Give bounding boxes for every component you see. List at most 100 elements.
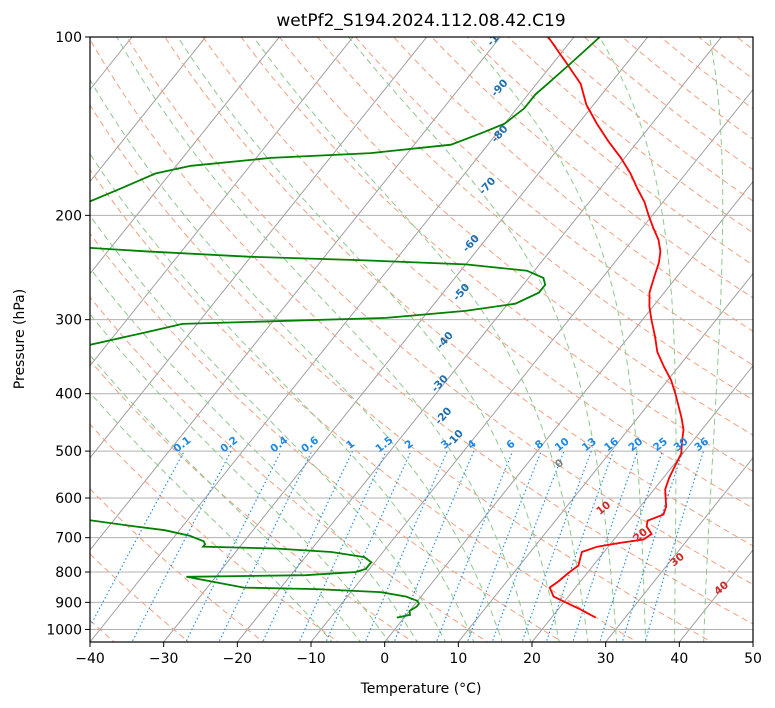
isotherm-line <box>90 37 207 183</box>
mixing-ratio-label: 6 <box>504 438 517 452</box>
dry-adiabat-line <box>507 37 753 234</box>
moist-adiabat-line <box>90 78 503 642</box>
moist-adiabat-line <box>703 37 724 642</box>
x-tick-label: 10 <box>449 651 467 667</box>
dry-adiabat-line <box>90 168 639 642</box>
mixing-ratio-label: 0.1 <box>171 434 193 455</box>
mixing-ratio-line <box>599 450 663 642</box>
y-axis-label: Pressure (hPa) <box>12 289 28 389</box>
dry-adiabat-label: 30 <box>668 551 687 570</box>
mixing-ratio-line <box>644 450 705 642</box>
mixing-ratio-line <box>90 450 185 628</box>
mixing-ratio-lines <box>90 450 705 642</box>
dry-adiabat-line <box>90 104 713 642</box>
moist-adiabat-line <box>177 37 560 642</box>
dry-adiabat-line <box>316 37 753 401</box>
dry-adiabat-line <box>90 488 265 642</box>
moist-adiabat-label: -100 <box>485 21 512 49</box>
isotherm-line <box>90 37 428 459</box>
mixing-ratio-line <box>572 450 639 642</box>
isotherm-line <box>163 37 649 642</box>
isotherm-line <box>90 37 501 551</box>
isotherm-line <box>310 88 753 642</box>
y-tick-label: 200 <box>55 208 82 224</box>
mixing-ratio-label: 1 <box>344 438 357 452</box>
mixing-ratio-label: 8 <box>533 438 546 452</box>
dry-adiabat-label: 10 <box>594 499 613 518</box>
dry-adiabat-line <box>202 37 753 509</box>
pressure-gridlines <box>90 37 753 630</box>
y-tick-label: 100 <box>55 30 82 46</box>
mixing-ratio-line <box>131 450 232 642</box>
dry-adiabat-label: 0 <box>553 457 566 471</box>
x-tick-label: 50 <box>744 651 762 667</box>
x-tick-label: 30 <box>597 651 615 667</box>
dry-adiabat-line <box>90 553 190 642</box>
moist-adiabat-line <box>90 267 418 642</box>
dry-adiabat-line <box>736 37 753 51</box>
x-axis: −40 −30 −20 −10 0 10 20 30 40 50 <box>75 642 762 667</box>
x-axis-label: Temperature (°C) <box>360 681 482 697</box>
moist-adiabats <box>90 37 724 642</box>
moist-adiabat-line <box>90 391 333 642</box>
moist-adiabat-line <box>90 313 390 642</box>
mixing-ratio-label: 0.6 <box>299 434 321 455</box>
dry-adiabat-line <box>90 38 753 625</box>
dry-adiabat-line <box>393 37 753 332</box>
dry-adiabat-line <box>697 37 753 80</box>
moist-adiabat-line <box>90 153 475 642</box>
moist-adiabat-label: -20 <box>433 405 455 427</box>
isotherm-line <box>457 272 753 642</box>
dry-adiabat-label: 40 <box>712 579 731 598</box>
skewed-isotherms <box>0 24 753 645</box>
y-axis: 1000 900 800 700 600 500 400 300 200 100 <box>46 30 90 638</box>
dry-adiabat-line <box>126 37 753 586</box>
chart-title: wetPf2_S194.2024.112.08.42.C19 <box>276 11 565 31</box>
moist-adiabat-line <box>466 37 647 642</box>
moist-adiabat-label: -50 <box>451 281 473 303</box>
x-tick-label: 20 <box>523 651 541 667</box>
temperature-trace <box>547 37 685 619</box>
mixing-ratio-line <box>466 450 542 642</box>
sounding-traces <box>90 37 685 619</box>
moist-adiabat-label: -80 <box>489 123 511 145</box>
dry-adiabats <box>90 37 753 642</box>
dry-adiabat-line <box>90 232 564 642</box>
dry-adiabat-line <box>164 37 753 547</box>
dry-adiabat-line <box>469 37 753 266</box>
isotherm-line <box>90 37 354 367</box>
mixing-ratio-line <box>521 450 592 642</box>
moist-adiabat-line <box>90 354 362 642</box>
mixing-ratio-label: 1.5 <box>373 434 395 455</box>
y-tick-label: 600 <box>55 491 82 507</box>
x-tick-label: −10 <box>296 651 326 667</box>
x-tick-label: −40 <box>75 651 105 667</box>
x-tick-label: −30 <box>149 651 179 667</box>
mixing-ratio-line <box>262 450 353 642</box>
moist-adiabat-line <box>348 37 618 642</box>
dry-adiabat-line <box>621 37 753 140</box>
mixing-ratio-label: 4 <box>465 438 478 452</box>
mixing-ratio-label: 2 <box>403 438 416 452</box>
x-tick-label: 40 <box>670 651 688 667</box>
isotherm-line <box>90 37 575 642</box>
isotherm-line <box>384 180 753 642</box>
isotherm-line <box>0 24 69 645</box>
isotherm-line <box>605 457 753 642</box>
mixing-ratio-line <box>325 450 412 642</box>
dry-adiabat-line <box>278 37 753 436</box>
moist-adiabat-line <box>90 214 447 642</box>
moist-adiabat-label: -70 <box>477 175 499 197</box>
dry-adiabat-line <box>90 423 340 642</box>
dry-adiabat-line <box>659 37 753 110</box>
moist-adiabat-line <box>116 37 532 642</box>
y-tick-label: 500 <box>55 444 82 460</box>
dry-adiabat-line <box>90 359 414 642</box>
isotherm-line <box>531 364 753 642</box>
y-tick-label: 900 <box>55 595 82 611</box>
mixing-ratio-line <box>435 450 514 642</box>
x-tick-label: 0 <box>380 651 389 667</box>
mixing-ratio-line <box>545 450 614 642</box>
y-tick-label: 400 <box>55 387 82 403</box>
